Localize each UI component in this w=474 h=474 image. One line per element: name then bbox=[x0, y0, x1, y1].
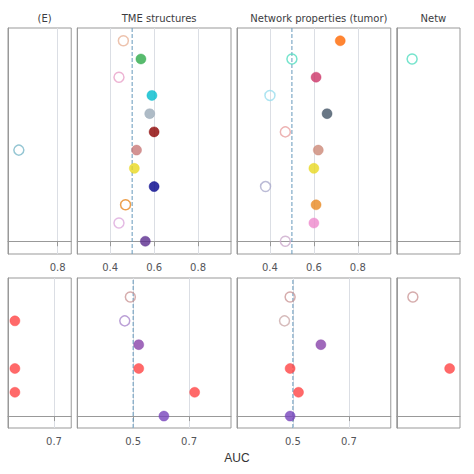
svg-text:0.4: 0.4 bbox=[262, 262, 278, 273]
svg-text:0.8: 0.8 bbox=[50, 262, 66, 273]
svg-text:AUC: AUC bbox=[224, 451, 250, 465]
svg-text:0.5: 0.5 bbox=[125, 436, 141, 447]
svg-text:0.5: 0.5 bbox=[285, 436, 301, 447]
svg-text:0.7: 0.7 bbox=[181, 436, 197, 447]
svg-text:Netw: Netw bbox=[421, 13, 447, 24]
svg-text:(E): (E) bbox=[38, 13, 52, 24]
svg-text:0.8: 0.8 bbox=[190, 262, 206, 273]
svg-text:0.7: 0.7 bbox=[46, 436, 62, 447]
svg-text:0.7: 0.7 bbox=[341, 436, 357, 447]
svg-text:0.4: 0.4 bbox=[102, 262, 118, 273]
svg-text:0.6: 0.6 bbox=[146, 262, 162, 273]
svg-text:0.8: 0.8 bbox=[350, 262, 366, 273]
svg-text:0.6: 0.6 bbox=[306, 262, 322, 273]
svg-text:Network properties (tumor): Network properties (tumor) bbox=[250, 13, 387, 24]
svg-text:TME structures: TME structures bbox=[121, 13, 197, 24]
